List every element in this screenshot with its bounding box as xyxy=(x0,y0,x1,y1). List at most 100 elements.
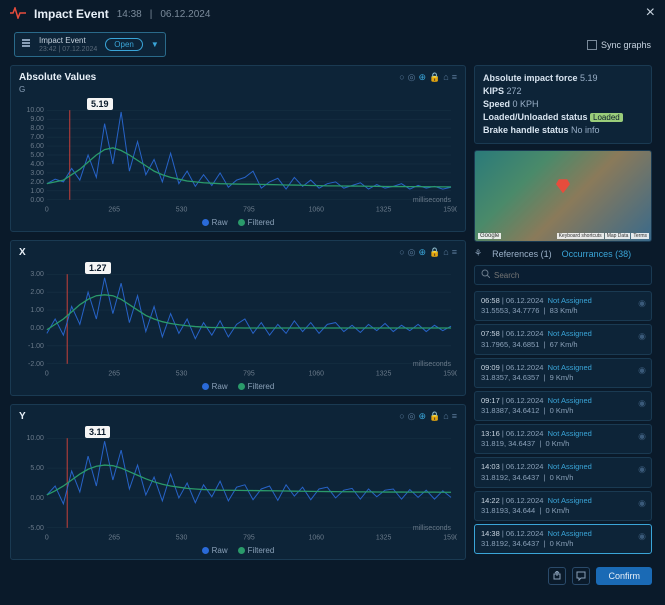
svg-text:795: 795 xyxy=(243,371,255,378)
dropdown-title: Impact Event xyxy=(39,36,97,45)
header-divider: | xyxy=(150,9,153,20)
svg-text:265: 265 xyxy=(108,207,120,214)
svg-text:1590: 1590 xyxy=(443,207,457,214)
tool-zoom[interactable]: ⊕ xyxy=(419,247,427,258)
svg-text:-5.00: -5.00 xyxy=(28,525,44,532)
tool-circle[interactable]: ○ xyxy=(399,247,404,258)
chart-title: Absolute Values xyxy=(19,72,96,83)
tool-lock[interactable]: 🔒 xyxy=(429,72,440,83)
eye-icon[interactable]: ◉ xyxy=(638,330,646,342)
svg-text:6.00: 6.00 xyxy=(30,143,44,150)
tool-home[interactable]: ⌂ xyxy=(443,72,448,83)
svg-text:530: 530 xyxy=(176,371,188,378)
eye-icon[interactable]: ◉ xyxy=(638,530,646,542)
eye-icon[interactable]: ◉ xyxy=(638,397,646,409)
occurrence-item[interactable]: 09:09 | 06.12.2024 Not Assigned 31.8357,… xyxy=(474,358,652,388)
svg-text:5.00: 5.00 xyxy=(30,465,44,472)
svg-text:0.00: 0.00 xyxy=(30,197,44,204)
eye-icon[interactable]: ◉ xyxy=(638,463,646,475)
tool-home[interactable]: ⌂ xyxy=(443,411,448,422)
close-icon[interactable]: × xyxy=(646,4,655,22)
chart-legend: Raw Filtered xyxy=(19,544,457,555)
sync-graphs-checkbox[interactable]: Sync graphs xyxy=(587,40,651,50)
svg-text:0: 0 xyxy=(45,371,49,378)
svg-text:0: 0 xyxy=(45,207,49,214)
eye-icon[interactable]: ◉ xyxy=(638,364,646,376)
sync-label: Sync graphs xyxy=(601,40,651,50)
status-pill: Open xyxy=(105,38,143,51)
legend-filtered: Filtered xyxy=(248,546,275,555)
occurrence-item[interactable]: 14:22 | 06.12.2024 Not Assigned 31.8193,… xyxy=(474,491,652,521)
svg-text:1060: 1060 xyxy=(309,535,325,542)
brake-label: Brake handle status xyxy=(483,125,569,135)
speed-value: 0 KPH xyxy=(513,99,539,109)
confirm-button[interactable]: Confirm xyxy=(596,567,652,585)
tool-menu[interactable]: ≡ xyxy=(452,411,457,422)
svg-text:265: 265 xyxy=(108,535,120,542)
tool-zoom[interactable]: ⊕ xyxy=(419,411,427,422)
share-button[interactable] xyxy=(548,567,566,585)
tool-circle[interactable]: ◎ xyxy=(408,411,416,422)
occurrence-item[interactable]: 06:58 | 06.12.2024 Not Assigned 31.5553,… xyxy=(474,291,652,321)
tool-menu[interactable]: ≡ xyxy=(452,72,457,83)
chart-legend: Raw Filtered xyxy=(19,216,457,227)
svg-text:10.00: 10.00 xyxy=(26,107,44,114)
eye-icon[interactable]: ◉ xyxy=(638,297,646,309)
chart-svg[interactable]: -2.00-1.000.001.002.003.0002655307951060… xyxy=(19,260,457,380)
tool-circle[interactable]: ◎ xyxy=(408,247,416,258)
value-badge: 3.11 xyxy=(85,426,110,438)
legend-filtered: Filtered xyxy=(248,218,275,227)
svg-text:9.00: 9.00 xyxy=(30,116,44,123)
tool-circle[interactable]: ○ xyxy=(399,72,404,83)
svg-text:0: 0 xyxy=(45,535,49,542)
svg-text:1325: 1325 xyxy=(376,535,392,542)
page-title: Impact Event xyxy=(34,7,109,21)
kips-value: 272 xyxy=(507,86,522,96)
chart-x: X ○ ◎ ⊕ 🔒 ⌂ ≡ -2.00-1.000.001.002.003.00… xyxy=(10,240,466,396)
event-dropdown[interactable]: Impact Event 23:42 | 07.12.2024 Open ▼ xyxy=(14,32,166,57)
value-badge: 1.27 xyxy=(85,262,111,274)
chart-svg[interactable]: 0.001.002.003.004.005.006.007.008.009.00… xyxy=(19,96,457,216)
x-axis-label: milliseconds xyxy=(413,197,451,204)
occurrence-item[interactable]: 14:03 | 06.12.2024 Not Assigned 31.8192,… xyxy=(474,457,652,487)
tool-menu[interactable]: ≡ xyxy=(452,247,457,258)
reference-tabs: ⚘ References (1) Occurrances (38) xyxy=(474,248,652,259)
tab-occurrences[interactable]: Occurrances (38) xyxy=(562,249,632,259)
search-box[interactable] xyxy=(474,265,652,285)
legend-raw: Raw xyxy=(212,382,228,391)
map[interactable]: Google Keyboard shortcutsMap DataTerms xyxy=(474,150,652,242)
svg-text:5.00: 5.00 xyxy=(30,152,44,159)
tool-home[interactable]: ⌂ xyxy=(443,247,448,258)
chart-g: Absolute Values ○ ◎ ⊕ 🔒 ⌂ ≡ G 0.001.002.… xyxy=(10,65,466,232)
eye-icon[interactable]: ◉ xyxy=(638,430,646,442)
checkbox-icon xyxy=(587,40,597,50)
tool-lock[interactable]: 🔒 xyxy=(429,247,440,258)
occurrence-item[interactable]: 14:38 | 06.12.2024 Not Assigned 31.8192,… xyxy=(474,524,652,554)
map-attribution: Google xyxy=(478,233,501,239)
tab-references[interactable]: References (1) xyxy=(492,249,552,259)
comment-button[interactable] xyxy=(572,567,590,585)
header-time: 14:38 xyxy=(117,9,142,20)
toolbar: Impact Event 23:42 | 07.12.2024 Open ▼ S… xyxy=(0,28,665,65)
tool-zoom[interactable]: ⊕ xyxy=(419,72,427,83)
occurrence-item[interactable]: 13:16 | 06.12.2024 Not Assigned 31.819, … xyxy=(474,424,652,454)
brake-value: No info xyxy=(571,125,600,135)
tool-circle[interactable]: ○ xyxy=(399,411,404,422)
stack-icon xyxy=(21,38,31,51)
chart-svg[interactable]: -5.000.005.0010.000265530795106013251590 xyxy=(19,424,457,544)
svg-text:2.00: 2.00 xyxy=(30,179,44,186)
map-pin-icon xyxy=(556,179,570,193)
dropdown-sub: 23:42 | 07.12.2024 xyxy=(39,46,97,53)
tool-lock[interactable]: 🔒 xyxy=(429,411,440,422)
abs-force-label: Absolute impact force xyxy=(483,73,578,83)
svg-text:530: 530 xyxy=(176,207,188,214)
tool-circle[interactable]: ◎ xyxy=(408,72,416,83)
search-input[interactable] xyxy=(494,271,645,280)
occurrence-item[interactable]: 09:17 | 06.12.2024 Not Assigned 31.8387,… xyxy=(474,391,652,421)
occurrence-item[interactable]: 07:58 | 06.12.2024 Not Assigned 31.7965,… xyxy=(474,324,652,354)
svg-text:10.00: 10.00 xyxy=(26,435,44,442)
svg-text:2.00: 2.00 xyxy=(30,289,44,296)
svg-text:1060: 1060 xyxy=(309,207,325,214)
eye-icon[interactable]: ◉ xyxy=(638,497,646,509)
header: Impact Event 14:38 | 06.12.2024 × xyxy=(0,0,665,28)
